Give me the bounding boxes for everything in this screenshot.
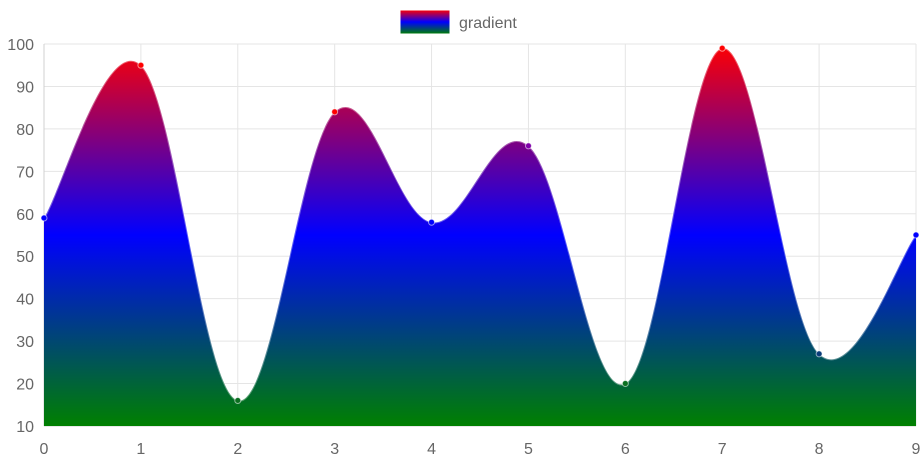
x-tick-label: 5 (524, 441, 533, 458)
y-tick-label: 20 (16, 377, 34, 394)
y-tick-label: 30 (16, 334, 34, 351)
data-point[interactable] (234, 397, 242, 405)
data-point[interactable] (524, 142, 532, 150)
y-tick-label: 50 (16, 249, 34, 266)
x-tick-label: 2 (233, 441, 242, 458)
x-tick-label: 8 (815, 441, 824, 458)
data-point[interactable] (621, 380, 629, 388)
y-tick-label: 90 (16, 79, 34, 96)
y-tick-label: 80 (16, 122, 34, 139)
x-tick-label: 7 (718, 441, 727, 458)
data-point[interactable] (815, 350, 823, 358)
x-tick-label: 0 (40, 441, 49, 458)
x-tick-label: 3 (330, 441, 339, 458)
y-tick-label: 100 (7, 37, 34, 54)
x-tick-label: 1 (136, 441, 145, 458)
y-tick-label: 70 (16, 164, 34, 181)
series-area (44, 48, 916, 426)
legend-label[interactable]: gradient (459, 15, 517, 32)
data-point[interactable] (137, 61, 145, 69)
y-axis-labels: 10 20 30 40 50 60 70 80 90 100 (7, 37, 34, 436)
data-point[interactable] (331, 108, 339, 116)
x-tick-label: 9 (912, 441, 921, 458)
legend-swatch[interactable] (399, 9, 451, 35)
y-tick-label: 60 (16, 207, 34, 224)
data-point[interactable] (428, 218, 436, 226)
series-line (43, 47, 917, 402)
data-point[interactable] (718, 44, 726, 52)
y-tick-label: 10 (16, 419, 34, 436)
data-point[interactable] (912, 231, 920, 239)
series-area-group (43, 47, 917, 426)
data-points (40, 44, 920, 405)
x-tick-label: 4 (427, 441, 436, 458)
x-axis-labels: 0 1 2 3 4 5 6 7 8 9 (40, 441, 921, 458)
x-tick-label: 6 (621, 441, 630, 458)
data-point[interactable] (40, 214, 48, 222)
legend[interactable]: gradient (399, 9, 517, 35)
y-tick-label: 40 (16, 292, 34, 309)
